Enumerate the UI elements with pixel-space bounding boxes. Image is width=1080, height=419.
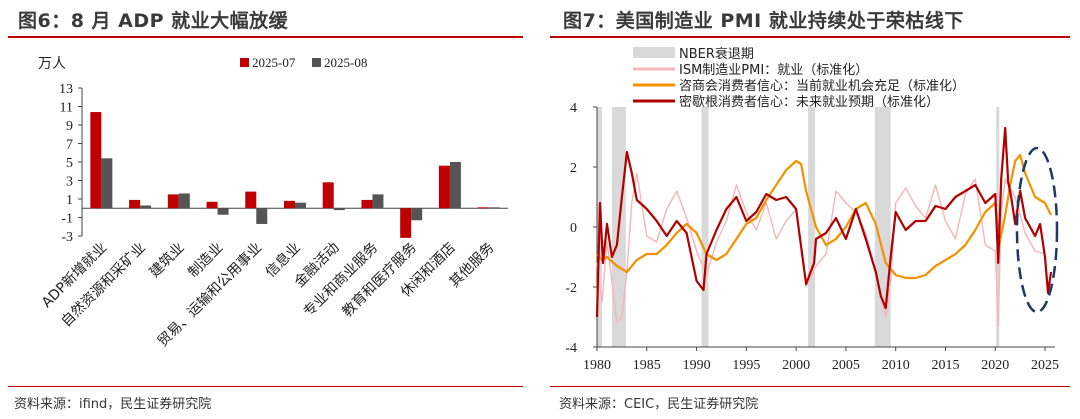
y-tick-label: -3 [61, 230, 73, 245]
y-tick-label: -1 [61, 212, 73, 227]
right-source-note: 资料来源：CEIC，民生证券研究院 [559, 397, 759, 412]
y-tick-label: 7 [66, 138, 73, 153]
legend-label: 密歇根消费者信心：未来就业预期（标准化） [679, 94, 939, 110]
bar-2025-08 [333, 208, 345, 211]
legend-swatch [312, 58, 321, 67]
x-tick-label: 1980 [583, 358, 611, 373]
right-chart-panel: 图7：美国制造业 PMI 就业持续处于荣枯线下 -4 -2 0 2 4 1980 1985 1… [545, 0, 1080, 419]
legend-label: 咨商会消费者信心：当前就业机会充足（标准化） [679, 78, 965, 94]
bar-2025-07 [322, 182, 334, 209]
highlight-ellipse [1015, 146, 1059, 314]
right-chart-title: 图7：美国制造业 PMI 就业持续处于荣枯线下 [563, 10, 964, 32]
x-tick-label: 2025 [1031, 358, 1059, 373]
bar-2025-08 [140, 205, 152, 209]
x-tick-label: 2010 [882, 358, 910, 373]
x-tick-label: 2015 [931, 358, 959, 373]
bar-2025-07 [438, 165, 450, 209]
bar-2025-08 [101, 158, 113, 209]
y-tick-label: 9 [66, 119, 73, 134]
left-chart-panel: 图6：8 月 ADP 就业大幅放缓 万人 -3 -1 1 3 5 7 9 11 13 ADP新增就业… [0, 0, 530, 419]
y-tick-label: 1 [66, 193, 73, 208]
left-chart-title: 图6：8 月 ADP 就业大幅放缓 [18, 10, 289, 32]
x-tick-label: 2000 [782, 358, 810, 373]
legend-label: NBER衰退期 [679, 46, 754, 62]
line-chart: -4 -2 0 2 4 1980 1985 1990 1995 2000 2005 2010 2015 2… [565, 46, 1059, 373]
bar-2025-07 [167, 194, 179, 209]
bar-2025-08 [178, 193, 190, 209]
legend-label: ISM制造业PMI：就业（标准化） [679, 63, 868, 78]
source-divider [550, 386, 1070, 387]
left-source-note: 资料来源：ifind，民生证券研究院 [14, 397, 212, 412]
bar-2025-07 [245, 191, 257, 209]
series-line [595, 126, 1053, 318]
recession-band [808, 107, 816, 347]
bar-2025-07 [206, 201, 218, 209]
legend-swatch [240, 58, 249, 67]
bar-2025-07 [400, 208, 412, 238]
bar-2025-07 [284, 200, 295, 209]
y-tick-label: -4 [565, 341, 577, 356]
x-tick-label: 2005 [832, 358, 860, 373]
bar-2025-07 [477, 207, 489, 209]
y-tick-label: 11 [60, 101, 73, 116]
y-tick-label: 0 [570, 221, 577, 236]
recession-band [701, 107, 709, 347]
title-divider [550, 36, 1070, 38]
x-tick-label: 1990 [683, 358, 711, 373]
bar-2025-07 [361, 199, 373, 209]
y-tick-label: 3 [66, 175, 73, 190]
y-tick-label: 13 [59, 82, 73, 97]
title-divider [8, 36, 523, 38]
y-tick-label: -2 [565, 281, 577, 296]
bar-2025-08 [449, 162, 461, 209]
source-divider [8, 386, 523, 387]
x-category-label: 建筑业 [147, 240, 188, 281]
legend-swatch [633, 47, 675, 58]
y-tick-label: 4 [570, 101, 577, 116]
bar-2025-08 [411, 208, 423, 221]
series-line [596, 172, 1046, 327]
bar-2025-08 [488, 207, 500, 209]
bar-2025-08 [217, 208, 229, 215]
bar-2025-07 [90, 112, 102, 209]
y-tick-label: 2 [570, 161, 577, 176]
bar-2025-08 [256, 208, 268, 224]
bar-chart: 万人-3-1135791113ADP新增就业自然资源和采矿业建筑业制造业贸易、运… [38, 55, 508, 350]
bar-2025-08 [372, 194, 384, 209]
legend-label: 2025-07 [252, 55, 296, 70]
bar-2025-08 [295, 202, 306, 209]
y-tick-label: 5 [66, 156, 73, 171]
legend-label: 2025-08 [324, 55, 367, 70]
bar-2025-07 [129, 199, 141, 209]
y-axis-unit-label: 万人 [38, 56, 66, 72]
x-tick-label: 1995 [732, 358, 760, 373]
x-tick-label: 2020 [981, 358, 1009, 373]
x-tick-label: 1985 [633, 358, 661, 373]
